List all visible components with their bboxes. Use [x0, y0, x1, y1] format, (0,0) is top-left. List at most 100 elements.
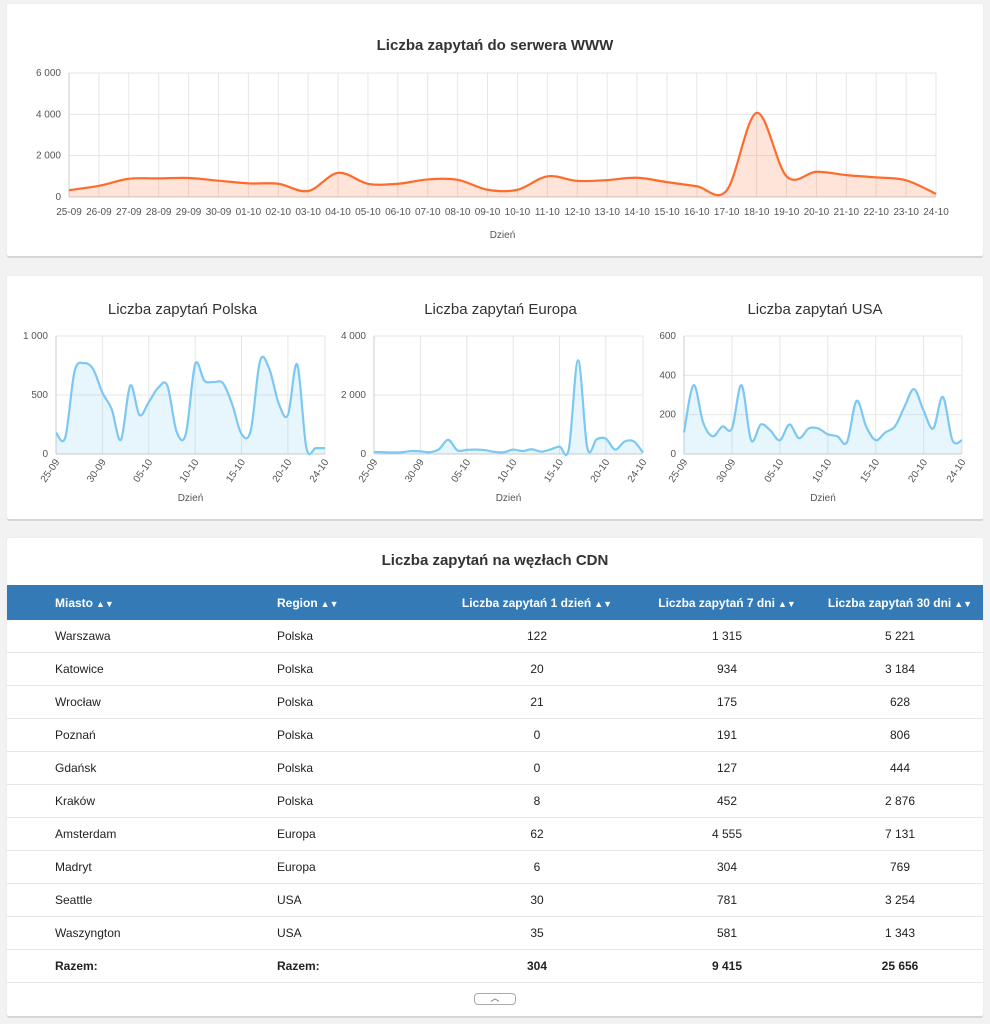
cell-30-days: 628	[817, 685, 983, 719]
cell-30-days: 7 131	[817, 817, 983, 851]
region-chart-2-point	[961, 439, 963, 441]
sort-icon[interactable]: ▲▼	[594, 598, 613, 609]
region-chart-2-x-tick: 05-10	[763, 457, 787, 485]
main-chart-point	[187, 177, 189, 179]
region-chart-2-point	[692, 384, 694, 386]
table-row: Seattle USA 30 781 3 254	[7, 883, 983, 917]
region-chart-0-x-tick: 05-10	[132, 457, 156, 485]
main-chart-x-tick: 22-10	[863, 207, 889, 218]
region-chart-0-title: Liczba zapytań Polska	[108, 301, 258, 318]
region-chart-2-point	[922, 410, 924, 412]
cell-region: Polska	[255, 784, 437, 818]
region-chart-0-point	[166, 384, 168, 386]
region-chart-0-point	[231, 403, 233, 405]
main-chart-x-tick: 12-10	[564, 207, 590, 218]
cell-30-days: 3 254	[817, 883, 983, 917]
sort-icon[interactable]: ▲▼	[320, 598, 339, 609]
main-chart-point	[397, 183, 399, 185]
column-header-30-days[interactable]: Liczba zapytań 30 dni ▲▼	[827, 595, 973, 610]
region-chart-0-point	[101, 391, 103, 393]
main-chart-x-tick: 02-10	[265, 207, 291, 218]
column-header-region[interactable]: Region ▲▼	[277, 595, 339, 610]
region-chart-0-point	[175, 430, 177, 432]
region-chart-1-point	[530, 448, 532, 450]
table-row: Warszawa Polska 122 1 315 5 221	[7, 620, 983, 653]
region-chart-0-point	[110, 408, 112, 410]
region-chart-2-point	[779, 439, 781, 441]
region-chart-1-point	[633, 440, 635, 442]
region-chart-2-point	[683, 431, 685, 433]
region-chart-0: Liczba zapytań Polska 0 500 1 000 25-09 30-09…	[23, 301, 332, 504]
region-chart-1-point	[605, 437, 607, 439]
main-chart-x-tick: 05-10	[355, 207, 381, 218]
region-chart-2-point	[702, 421, 704, 423]
main-chart-x-tick: 20-10	[804, 207, 830, 218]
region-chart-1-point	[503, 451, 505, 453]
cell-region: USA	[255, 916, 437, 950]
region-chart-2-point	[865, 425, 867, 427]
main-chart-x-tick: 15-10	[654, 207, 680, 218]
main-chart-point	[546, 175, 548, 177]
total-cell-1-day: 304	[437, 949, 637, 983]
sort-icon[interactable]: ▲▼	[777, 598, 796, 609]
sort-icon[interactable]: ▲▼	[954, 598, 973, 609]
cell-city: Amsterdam	[7, 817, 255, 851]
cdn-table-card: Liczba zapytań na węzłach CDN Miasto ▲▼ R…	[7, 538, 983, 1016]
cell-7-days: 304	[637, 850, 817, 884]
cell-city: Seattle	[7, 883, 255, 917]
collapse-button[interactable]: ︿	[474, 993, 516, 1005]
region-chart-2-series-line	[682, 384, 963, 446]
main-chart-x-tick: 06-10	[385, 207, 411, 218]
column-header-7-days[interactable]: Liczba zapytań 7 dni ▲▼	[658, 595, 796, 610]
region-chart-0-point	[324, 447, 326, 449]
region-chart-2-point	[807, 427, 809, 429]
column-header-1-day[interactable]: Liczba zapytań 1 dzień ▲▼	[461, 595, 613, 610]
main-chart-point	[367, 183, 369, 185]
main-chart-y-tick: 6 000	[36, 68, 61, 79]
cell-city: Kraków	[7, 784, 255, 818]
region-chart-2-x-tick: 15-10	[858, 457, 882, 485]
region-chart-0-point	[240, 433, 242, 435]
main-chart-point	[726, 189, 728, 191]
region-chart-2-x-tick: 24-10	[945, 457, 969, 485]
region-chart-1-point	[456, 449, 458, 451]
region-chart-2-point	[846, 441, 848, 443]
sort-icon[interactable]: ▲▼	[96, 598, 114, 609]
region-chart-2-point	[721, 425, 723, 427]
region-chart-0-point	[157, 387, 159, 389]
main-chart-point	[576, 180, 578, 182]
main-chart-x-tick: 08-10	[445, 207, 471, 218]
region-chart-0-x-tick: 24-10	[308, 457, 332, 485]
main-chart-series-line	[68, 111, 937, 197]
region-chart-2: Liczba zapytań USA 0 200 400 600 25-09 30-09 05…	[659, 301, 968, 504]
region-chart-2-point	[932, 427, 934, 429]
region-chart-2-point	[750, 439, 752, 441]
main-chart-x-tick: 03-10	[295, 207, 321, 218]
region-chart-1-point	[391, 451, 393, 453]
region-chart-2-point	[759, 423, 761, 425]
region-chart-1-x-label: Dzień	[496, 493, 522, 504]
region-charts: Liczba zapytań Polska 0 500 1 000 25-09 30-09…	[23, 301, 969, 504]
main-chart-x-tick: 19-10	[774, 207, 800, 218]
region-chart-0-x-tick: 25-09	[39, 457, 63, 485]
cell-30-days: 3 184	[817, 652, 983, 686]
region-chart-0-point	[259, 360, 261, 362]
region-chart-2-point	[951, 439, 953, 441]
region-chart-0-x-label: Dzień	[178, 493, 204, 504]
main-chart-x-tick: 28-09	[146, 207, 172, 218]
region-chart-1-x-tick: 24-10	[626, 457, 650, 485]
cell-region: Polska	[255, 751, 437, 785]
region-chart-2-point	[740, 384, 742, 386]
main-chart-x-tick: 17-10	[714, 207, 740, 218]
main-chart-y-tick: 2 000	[36, 151, 61, 162]
region-chart-2-point	[875, 439, 877, 441]
cell-1-day: 62	[437, 817, 637, 851]
region-chart-0-point	[296, 363, 298, 365]
cell-city: Warszawa	[7, 620, 255, 653]
main-chart-point	[98, 185, 100, 187]
region-chart-1-y-tick: 0	[360, 449, 366, 460]
region-chart-1-point	[484, 449, 486, 451]
region-chart-0-point	[185, 433, 187, 435]
region-chart-2-x-tick: 10-10	[811, 457, 835, 485]
column-header-city[interactable]: Miasto ▲▼	[55, 595, 114, 610]
